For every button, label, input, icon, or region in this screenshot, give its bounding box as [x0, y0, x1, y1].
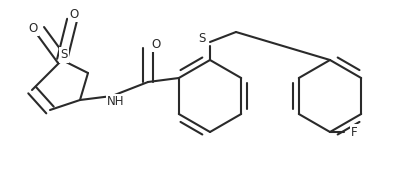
Text: F: F: [350, 125, 356, 138]
Text: NH: NH: [107, 96, 124, 109]
Text: O: O: [28, 22, 38, 35]
Text: S: S: [60, 48, 68, 62]
Text: S: S: [198, 32, 205, 44]
Text: O: O: [69, 7, 79, 20]
Text: O: O: [151, 38, 160, 51]
